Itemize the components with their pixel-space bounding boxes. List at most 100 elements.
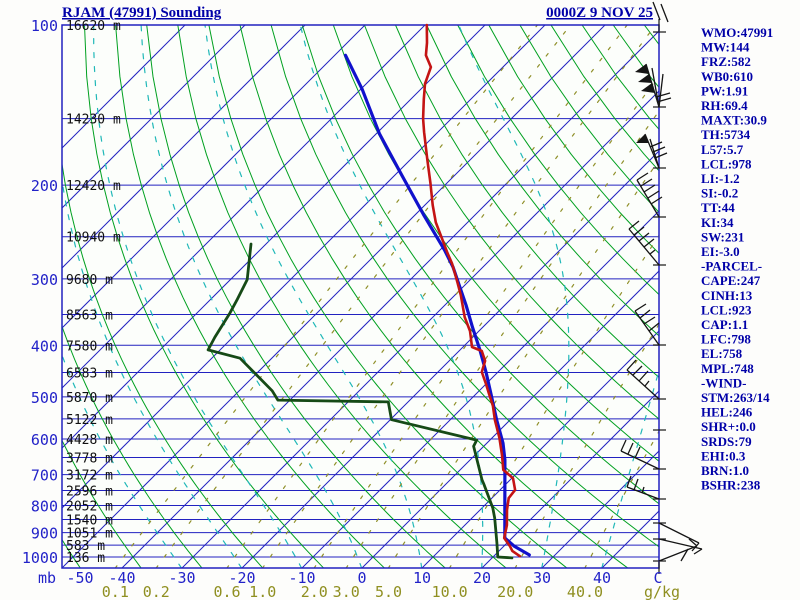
wind-barb-staff	[626, 369, 660, 400]
temp-axis-label: 40	[593, 569, 611, 587]
mixing-ratio-line	[448, 234, 659, 568]
isotherm-line	[481, 390, 659, 568]
index-value: KI:34	[701, 215, 734, 230]
altitude-label: 16620 m	[66, 19, 121, 34]
mixing-ratio-label: 2.0	[301, 583, 328, 600]
dry-adiabat-line	[395, 25, 659, 378]
dry-adiabat-line	[146, 25, 446, 568]
index-value: SI:-0.2	[701, 186, 738, 201]
wind-barb-staff	[626, 359, 637, 371]
moist-adiabat-line	[299, 25, 484, 568]
moist-adiabat-line	[601, 368, 659, 568]
index-value: BSHR:238	[701, 478, 761, 493]
background-grid	[62, 25, 659, 568]
dry-adiabat-line	[488, 25, 659, 255]
pressure-axis-label: 800	[31, 497, 58, 515]
dry-adiabat-line	[457, 25, 659, 296]
wind-barb-staff	[633, 226, 645, 236]
altitude-label: 8563 m	[66, 308, 113, 323]
index-value: WB0:610	[701, 69, 753, 84]
index-value: CAP:1.1	[701, 317, 748, 332]
wind-barb-staff	[628, 220, 640, 230]
chart-datetime: 0000Z 9 NOV 25	[546, 5, 653, 21]
index-value: RH:69.4	[701, 98, 748, 113]
temp-axis-label: -10	[288, 569, 315, 587]
wind-barb-staff	[655, 92, 671, 98]
isotherm-line	[121, 30, 659, 568]
mixing-ratio-label: 0.6	[213, 583, 240, 600]
wind-barb-staff	[658, 522, 700, 544]
wind-barb-staff	[634, 303, 647, 312]
wind-barb-staff	[660, 3, 669, 23]
temp-axis-label: 0	[357, 569, 366, 587]
mixing-ratio-line	[114, 25, 539, 568]
isotherm-line	[62, 25, 186, 149]
index-value: LCL:923	[701, 302, 752, 317]
wind-barb-staff	[643, 316, 656, 325]
isotherm-line	[62, 25, 486, 449]
wind-barb-staff	[651, 67, 660, 108]
wind-barb-staff	[634, 310, 660, 346]
index-value: MW:144	[701, 40, 750, 55]
index-value: STM:263/14	[701, 390, 770, 405]
wind-barb-staff	[656, 97, 672, 103]
mixing-ratio-label: 10.0	[432, 583, 468, 600]
isotherm-line	[541, 450, 659, 568]
moist-adiabat-line	[458, 25, 570, 568]
wind-barb-staff	[647, 190, 660, 199]
altitude-label: 5870 m	[66, 391, 113, 406]
altitude-label: 1540 m	[66, 513, 113, 528]
isotherm-line	[62, 25, 246, 209]
index-value: LI:-1.2	[701, 171, 740, 186]
index-value: CAPE:247	[701, 273, 761, 288]
wind-barb-staff	[640, 178, 653, 187]
altitude-label: 1051 m	[66, 527, 113, 542]
mixing-ratio-line	[387, 159, 659, 568]
wind-barb-staff	[649, 249, 656, 255]
wind-barb-staff	[643, 184, 656, 193]
index-value: TH:5734	[701, 127, 751, 142]
wind-barbs	[620, 1, 703, 574]
mixing-ratio-line	[345, 110, 659, 568]
index-value: -PARCEL-	[701, 259, 762, 274]
index-value: EL:758	[701, 346, 743, 361]
wind-barb-staff	[620, 450, 660, 470]
indices-panel: WMO:47991MW:144FRZ:582WB0:610PW:1.91RH:6…	[701, 25, 773, 493]
temp-axis-label: -40	[108, 569, 135, 587]
pressure-axis-label: 600	[31, 431, 58, 449]
mixing-ratio-label: 0.1	[102, 583, 129, 600]
wind-barb-staff	[650, 196, 663, 205]
wind-barb-staff	[627, 442, 634, 455]
index-value: LFC:798	[701, 332, 751, 347]
altitude-label: 12420 m	[66, 179, 121, 194]
index-value: MAXT:30.9	[701, 113, 767, 128]
wind-barb-staff	[652, 146, 666, 153]
moist-adiabat-line	[62, 353, 183, 568]
altitude-label: 3172 m	[66, 469, 113, 484]
wind-barb-pennant	[636, 134, 649, 143]
pressure-axis-label: 700	[31, 467, 58, 485]
wind-barb-staff	[654, 152, 668, 159]
pressure-axis-label: 200	[31, 177, 58, 195]
moist-adiabat-line	[140, 25, 363, 568]
temp-axis-label: 20	[473, 569, 491, 587]
wind-barb-pennant	[641, 83, 655, 93]
isotherm-line	[62, 25, 306, 269]
pressure-axis-label: 900	[31, 525, 58, 543]
wind-barb-staff	[639, 309, 651, 319]
altitude-label: 2052 m	[66, 499, 113, 514]
wind-barb-staff	[688, 538, 698, 547]
altitude-label: 6583 m	[66, 367, 113, 382]
plot-border	[61, 24, 660, 569]
index-value: HEL:246	[701, 405, 753, 420]
altitude-label: 4428 m	[66, 433, 113, 448]
altitude-label: 136 m	[66, 551, 105, 566]
temp-axis-label: -50	[66, 569, 93, 587]
wind-barb-staff	[626, 486, 660, 500]
dry-adiabat-line	[62, 161, 264, 568]
altitude-label: 583 m	[66, 539, 105, 554]
moist-adiabat-line	[93, 25, 303, 568]
wind-barb-pennant	[635, 64, 649, 74]
index-value: WMO:47991	[701, 25, 773, 40]
altitude-label: 2596 m	[66, 485, 113, 500]
